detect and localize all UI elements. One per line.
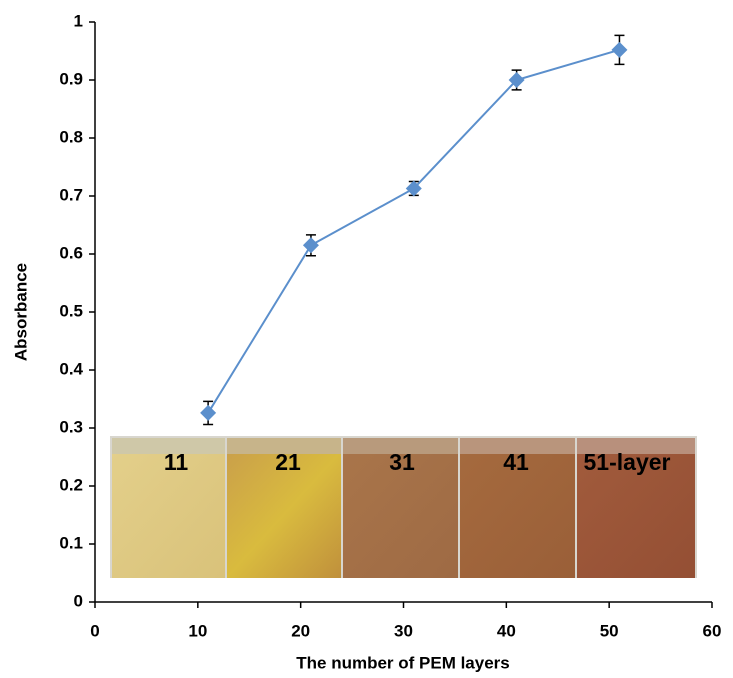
y-tick-label: 0.4 <box>59 359 83 378</box>
sample-panel <box>227 452 341 578</box>
x-tick-label: 20 <box>291 621 310 640</box>
x-tick-label: 30 <box>394 621 413 640</box>
inset-label: 21 <box>275 449 301 475</box>
panel-top <box>227 438 341 454</box>
y-tick-label: 0.5 <box>59 301 83 320</box>
y-tick-label: 0.3 <box>59 417 83 436</box>
sample-panel <box>577 452 695 578</box>
y-tick-label: 0.6 <box>59 243 83 262</box>
x-tick-label: 50 <box>600 621 619 640</box>
y-tick-label: 0.2 <box>59 475 83 494</box>
x-axis-title: The number of PEM layers <box>296 653 510 672</box>
data-marker <box>405 180 422 197</box>
sample-panel <box>460 452 575 578</box>
y-tick-label: 0.9 <box>59 69 83 88</box>
inset-label: 31 <box>389 449 415 475</box>
data-marker <box>508 72 525 88</box>
inset-photo: 11 21 31 41 51-layer <box>110 436 697 578</box>
y-tick-label: 0.1 <box>59 533 83 552</box>
sample-panel <box>343 452 458 578</box>
y-axis-title: Absorbance <box>11 263 30 361</box>
panel-top <box>343 438 458 454</box>
data-marker <box>200 404 217 421</box>
x-tick-label: 10 <box>188 621 207 640</box>
data-marker <box>611 41 628 58</box>
y-tick-label: 0 <box>74 591 83 610</box>
inset-label: 41 <box>503 449 529 475</box>
y-tick-label: 1 <box>74 11 83 30</box>
y-tick-label: 0.7 <box>59 185 83 204</box>
sample-panel <box>112 452 225 578</box>
panel-top <box>112 438 225 454</box>
panel-top <box>460 438 575 454</box>
y-tick-label: 0.8 <box>59 127 83 146</box>
x-tick-label: 0 <box>90 621 99 640</box>
inset-label: 11 <box>164 449 189 475</box>
panel-top <box>577 438 695 454</box>
inset-label: 51-layer <box>584 449 671 475</box>
x-tick-label: 40 <box>497 621 516 640</box>
x-tick-label: 60 <box>703 621 722 640</box>
data-marker <box>302 237 319 254</box>
data-line <box>207 48 620 414</box>
